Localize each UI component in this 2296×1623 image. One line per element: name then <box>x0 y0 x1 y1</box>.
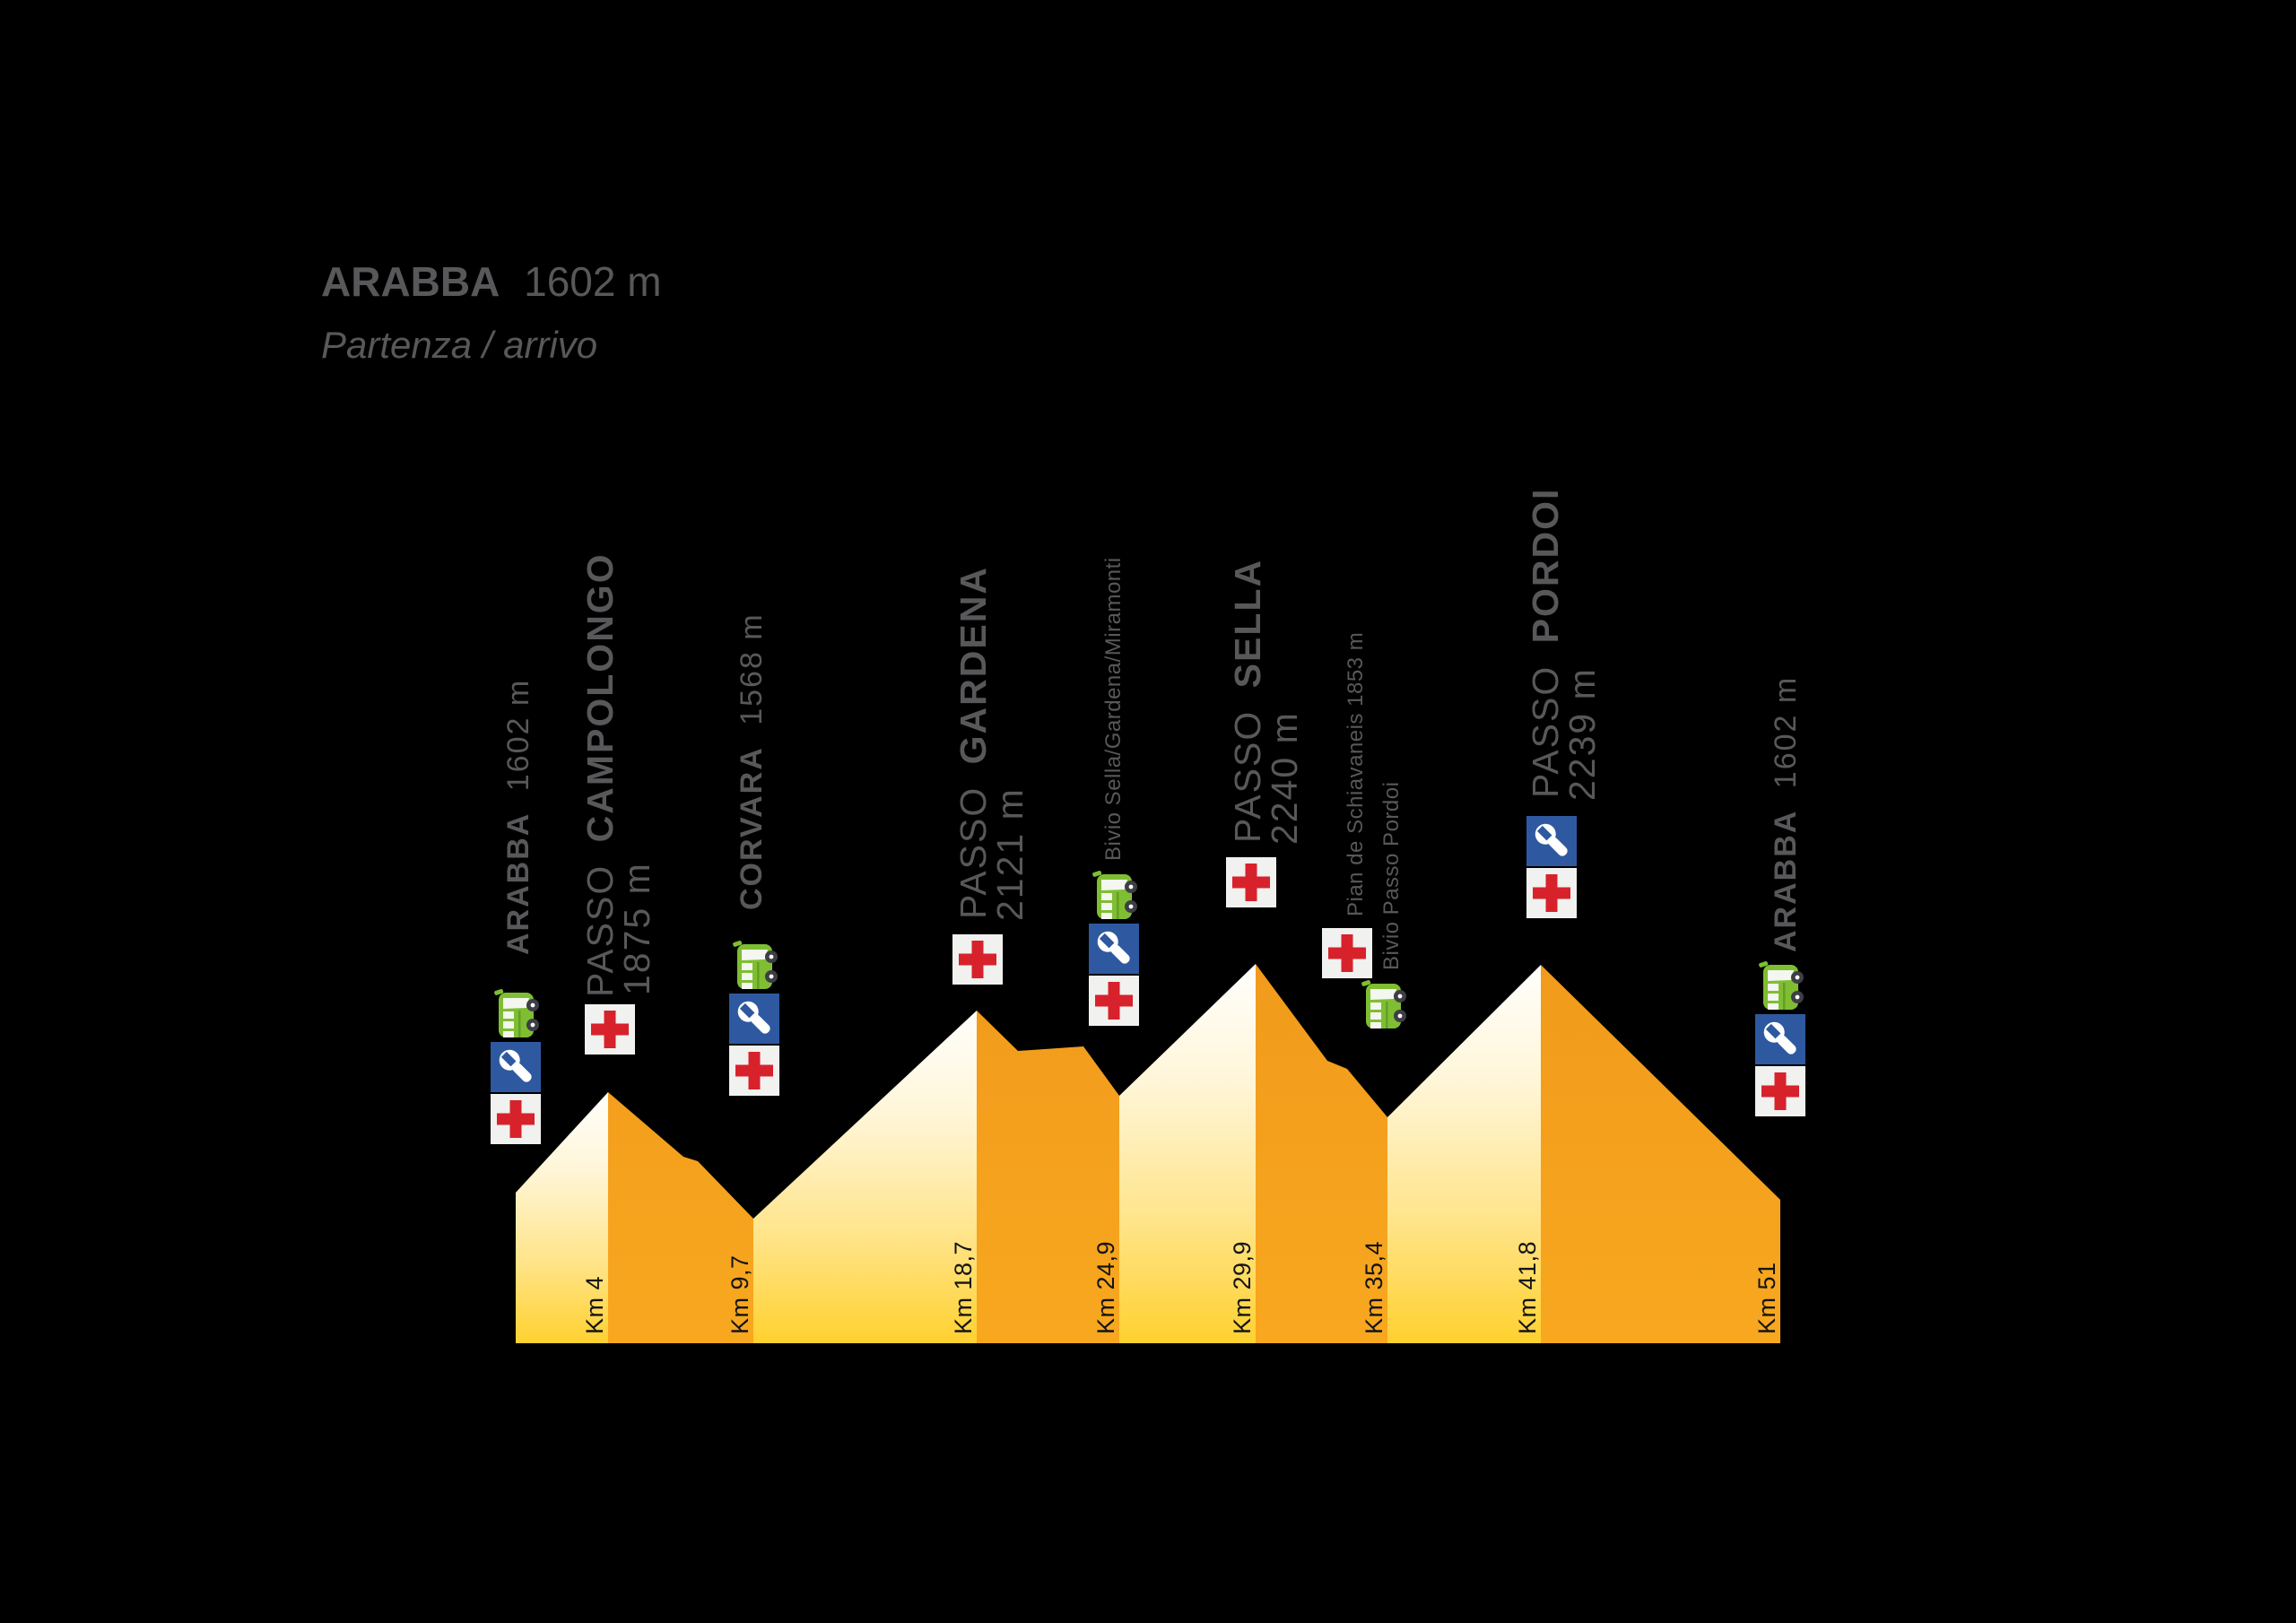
waypoint-label: PASSO CAMPOLONGO <box>579 552 621 997</box>
km-label-sella: Km 29,9 <box>1229 1241 1256 1334</box>
bus-icon <box>1091 870 1137 919</box>
bus-icon <box>493 988 539 1037</box>
waypoint-passo-campolongo: PASSO CAMPOLONGO 1875 m <box>579 552 657 1055</box>
waypoint-name: SELLA <box>1227 559 1268 688</box>
waypoint-name: PORDOI <box>1525 488 1566 644</box>
waypoint-bivio-sella: Bivio Sella/Gardena/Miramonti <box>1089 557 1139 1026</box>
waypoint-label: PASSO PORDOI <box>1525 488 1566 798</box>
waypoint-altitude: 1875 m <box>616 862 657 995</box>
bus-icon <box>1361 979 1406 1028</box>
title-altitude: 1602 m <box>524 258 661 305</box>
segment-descent-arabba <box>1541 965 1780 1343</box>
wrench-icon <box>1755 1014 1805 1064</box>
page-title: ARABBA 1602 m <box>321 258 662 305</box>
wrench-icon <box>729 994 779 1044</box>
waypoint-altitude: 1602 m <box>501 679 535 791</box>
waypoint-arabba-start: ARABBA 1602 m <box>491 679 541 1144</box>
km-label-gardena: Km 18,7 <box>950 1241 977 1334</box>
waypoint-bivio-passo-pordoi: Bivio Passo Pordoi <box>1361 782 1406 1028</box>
waypoint-altitude: 2121 m <box>989 787 1031 921</box>
waypoint-altitude: 2240 m <box>1264 711 1305 845</box>
waypoint-label: CORVARA 1568 m <box>735 612 769 910</box>
medical-cross-icon <box>952 934 1003 985</box>
segment-descent-bivio-pordoi <box>1256 964 1387 1343</box>
km-label-finish: Km 51 <box>1753 1262 1780 1334</box>
medical-cross-icon <box>729 1046 779 1096</box>
waypoint-passo-gardena: PASSO GARDENA 2121 m <box>952 566 1031 985</box>
waypoint-prefix: PASSO <box>579 864 621 997</box>
waypoint-label: ARABBA 1602 m <box>501 679 535 955</box>
waypoint-name: CORVARA <box>735 746 769 910</box>
waypoint-corvara: CORVARA 1568 m <box>729 612 779 1096</box>
medical-cross-icon <box>491 1094 541 1144</box>
medical-cross-icon <box>585 1004 635 1055</box>
title-name: ARABBA <box>321 258 500 305</box>
medical-cross-icon <box>1322 928 1372 978</box>
km-label-campolongo: Km 4 <box>581 1276 608 1334</box>
medical-cross-icon <box>1089 976 1139 1026</box>
waypoint-label: Pian de Schiavaneis 1853 m <box>1344 632 1368 916</box>
waypoint-label: PASSO SELLA <box>1227 559 1268 843</box>
waypoint-arabba-finish: ARABBA 1602 m <box>1755 676 1805 1116</box>
waypoint-pian-de-schiavaneis: Pian de Schiavaneis 1853 m <box>1322 632 1372 978</box>
waypoint-prefix: PASSO <box>1227 710 1268 843</box>
waypoint-label: Bivio Passo Pordoi <box>1379 782 1404 970</box>
waypoint-name: ARABBA <box>501 812 535 955</box>
segment-descent-bivio-sella <box>977 1011 1119 1343</box>
waypoint-name: GARDENA <box>952 566 994 764</box>
segment-climb-sella <box>1119 964 1256 1343</box>
km-label-bivio-sella: Km 24,9 <box>1092 1241 1119 1334</box>
waypoint-passo-sella: PASSO SELLA 2240 m <box>1226 559 1305 907</box>
waypoint-altitude: 1568 m <box>735 612 769 725</box>
wrench-icon <box>1526 816 1577 866</box>
bus-icon <box>1758 960 1804 1010</box>
waypoint-altitude: 1602 m <box>1769 676 1803 788</box>
medical-cross-icon <box>1226 857 1276 907</box>
wrench-icon <box>491 1042 541 1092</box>
segment-climb-gardena <box>753 1011 977 1343</box>
chart-title: ARABBA 1602 m Partenza / arrivo <box>321 258 662 366</box>
wrench-icon <box>1089 924 1139 974</box>
km-label-corvara: Km 9,7 <box>726 1254 753 1334</box>
segment-climb-campolongo <box>516 1092 608 1343</box>
waypoint-prefix: PASSO <box>952 786 994 919</box>
bus-icon <box>732 940 778 989</box>
segment-descent-corvara <box>608 1092 753 1343</box>
waypoint-label: PASSO GARDENA <box>952 566 994 919</box>
km-label-bivio-pordoi: Km 35,4 <box>1361 1241 1387 1334</box>
waypoint-altitude: 2239 m <box>1561 667 1603 801</box>
waypoint-prefix: PASSO <box>1525 665 1566 798</box>
chart-subtitle: Partenza / arrivo <box>321 324 597 366</box>
waypoint-name: ARABBA <box>1769 810 1803 952</box>
medical-cross-icon <box>1755 1066 1805 1116</box>
waypoint-name: CAMPOLONGO <box>579 552 621 842</box>
segment-climb-pordoi <box>1387 965 1541 1343</box>
km-label-pordoi: Km 41,8 <box>1514 1241 1541 1334</box>
waypoint-passo-pordoi: PASSO PORDOI 2239 m <box>1525 488 1603 918</box>
medical-cross-icon <box>1526 868 1577 918</box>
waypoint-label: Bivio Sella/Gardena/Miramonti <box>1101 557 1126 861</box>
waypoint-label: ARABBA 1602 m <box>1769 676 1803 952</box>
